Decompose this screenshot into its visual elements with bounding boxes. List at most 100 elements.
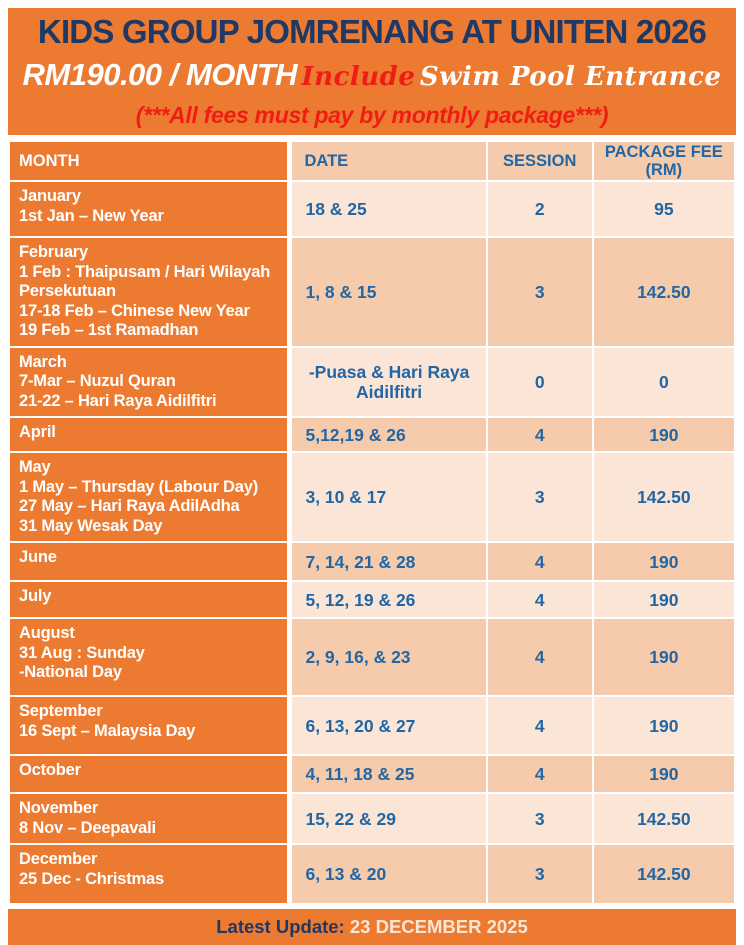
month-line: 25 Dec - Christmas <box>19 869 164 888</box>
table-row: July 5, 12, 19 & 26 4 190 <box>8 580 737 619</box>
month-cell: May 1 May – Thursday (Labour Day) 27 May –… <box>8 451 293 543</box>
fee-cell: 95 <box>591 180 737 238</box>
month-cell: March 7-Mar – Nuzul Quran 21-22 – Hari Ray… <box>8 345 293 418</box>
date-cell: 4, 11, 18 & 25 <box>288 754 488 794</box>
date-line: 5, 12, 19 & 26 <box>305 589 416 610</box>
table-row: June 7, 14, 21 & 28 4 190 <box>8 541 737 582</box>
fee-cell: 190 <box>591 416 737 453</box>
table-row: December 25 Dec - Christmas 6, 13 & 20 3 142… <box>8 843 737 905</box>
month-cell: September 16 Sept – Malaysia Day <box>8 695 293 756</box>
date-line: Aidilfitri <box>356 381 423 402</box>
column-header-package-fee-line1: PACKAGE FEE <box>604 143 723 161</box>
month-cell: July <box>8 580 293 619</box>
month-cell: February 1 Feb : Thaipusam / Hari Wilayah… <box>8 236 293 348</box>
column-header-session: SESSION <box>485 140 594 182</box>
month-line: 19 Feb – 1st Ramadhan <box>19 321 199 339</box>
date-cell: 7, 14, 21 & 28 <box>288 541 488 582</box>
fees-note: (***All fees must pay by monthly package… <box>135 102 609 128</box>
date-cell: 18 & 25 <box>288 180 488 238</box>
table-row: February 1 Feb : Thaipusam / Hari Wilayah… <box>8 236 737 348</box>
month-cell: November 8 Nov – Deepavali <box>8 792 293 845</box>
date-line: 18 & 25 <box>305 199 367 219</box>
fee-cell: 190 <box>591 541 737 582</box>
table-row: November 8 Nov – Deepavali 15, 22 & 29 3 142… <box>8 792 737 845</box>
date-line: 6, 13 & 20 <box>305 864 387 884</box>
date-cell: 6, 13 & 20 <box>288 843 488 905</box>
fee-cell: 190 <box>591 695 737 756</box>
date-line: 2, 9, 16, & 23 <box>305 647 411 667</box>
session-cell: 4 <box>485 617 594 697</box>
table-row: August 31 Aug : Sunday -National Day 2, 9, … <box>8 617 737 697</box>
date-line: 6, 13, 20 & 27 <box>305 715 416 736</box>
month-line: December <box>19 850 98 868</box>
month-line: 31 Aug : Sunday <box>19 643 145 662</box>
table-row: January 1st Jan – New Year 18 & 25 2 95 <box>8 180 737 238</box>
month-line: March <box>19 352 67 371</box>
date-line: 5,12,19 & 26 <box>305 424 406 445</box>
include-text: Include <box>301 62 416 92</box>
month-line: November <box>19 799 99 817</box>
month-line: 8 Nov – Deepavali <box>19 818 156 837</box>
month-line: April <box>19 423 56 441</box>
month-line: July <box>19 587 52 605</box>
table-row: September 16 Sept – Malaysia Day 6, 13, 20… <box>8 695 737 756</box>
column-header-month: MONTH <box>8 140 293 182</box>
date-cell: 5,12,19 & 26 <box>288 416 488 453</box>
date-cell: 6, 13, 20 & 27 <box>288 695 488 756</box>
month-line: 7-Mar – Nuzul Quran <box>19 372 176 390</box>
month-line: September <box>19 702 103 720</box>
session-cell: 2 <box>485 180 594 238</box>
date-line: 3, 10 & 17 <box>305 487 387 507</box>
fee-cell: 190 <box>591 580 737 619</box>
date-cell: -Puasa & Hari Raya Aidilfitri <box>288 345 488 418</box>
month-line: 1st Jan – New Year <box>19 206 164 225</box>
table-row: October 4, 11, 18 & 25 4 190 <box>8 754 737 794</box>
header-banner: KIDS GROUP JOMRENANG AT UNITEN 2026 RM19… <box>8 8 736 135</box>
month-cell: August 31 Aug : Sunday -National Day <box>8 617 293 697</box>
fee-cell: 190 <box>591 754 737 794</box>
date-cell: 3, 10 & 17 <box>288 451 488 543</box>
fee-cell: 142.50 <box>591 792 737 845</box>
session-cell: 3 <box>485 236 594 348</box>
fee-cell: 0 <box>591 345 737 418</box>
schedule-table: MONTH DATE SESSION PACKAGE FEE (RM) Janu… <box>8 140 737 905</box>
month-line: -National Day <box>19 663 122 681</box>
month-cell: April <box>8 416 293 453</box>
page-title: KIDS GROUP JOMRENANG AT UNITEN 2026 <box>37 13 707 50</box>
month-line: February <box>19 243 89 261</box>
date-line: 15, 22 & 29 <box>305 808 396 829</box>
month-line: 31 May Wesak Day <box>19 516 163 535</box>
column-header-package-fee: PACKAGE FEE (RM) <box>591 140 737 182</box>
pool-entrance-text: Swim Pool Entrance <box>419 62 722 92</box>
table-header-row: MONTH DATE SESSION PACKAGE FEE (RM) <box>8 140 737 182</box>
column-header-date: DATE <box>288 140 488 182</box>
month-cell: January 1st Jan – New Year <box>8 180 293 238</box>
month-line: 1 May – Thursday (Labour Day) <box>19 477 259 496</box>
date-cell: 2, 9, 16, & 23 <box>288 617 488 697</box>
fee-cell: 142.50 <box>591 236 737 348</box>
month-line: 17-18 Feb – Chinese New Year <box>19 301 250 320</box>
date-cell: 1, 8 & 15 <box>288 236 488 348</box>
table-row: March 7-Mar – Nuzul Quran 21-22 – Hari Ray… <box>8 345 737 418</box>
table-row: April 5,12,19 & 26 4 190 <box>8 416 737 453</box>
date-line: 4, 11, 18 & 25 <box>305 764 415 784</box>
session-cell: 4 <box>485 695 594 756</box>
month-cell: December 25 Dec - Christmas <box>8 843 293 905</box>
month-line: October <box>19 761 81 779</box>
fee-cell: 190 <box>591 617 737 697</box>
month-line: 21-22 – Hari Raya Aidilfitri <box>19 391 217 410</box>
date-cell: 5, 12, 19 & 26 <box>288 580 488 619</box>
session-cell: 4 <box>485 416 594 453</box>
date-cell: 15, 22 & 29 <box>288 792 488 845</box>
month-cell: June <box>8 541 293 582</box>
month-line: 1 Feb : Thaipusam / Hari Wilayah Perseku… <box>19 262 271 301</box>
month-line: 27 May – Hari Raya AdilAdha <box>19 497 240 515</box>
column-header-package-fee-line2: (RM) <box>645 161 683 179</box>
fee-cell: 142.50 <box>591 451 737 543</box>
month-line: May <box>19 458 51 476</box>
footer-update-bar: Latest Update: 23 DECEMBER 2025 <box>8 909 736 945</box>
fee-cell: 142.50 <box>591 843 737 905</box>
month-line: 16 Sept – Malaysia Day <box>19 721 196 740</box>
date-line: 7, 14, 21 & 28 <box>305 551 416 572</box>
